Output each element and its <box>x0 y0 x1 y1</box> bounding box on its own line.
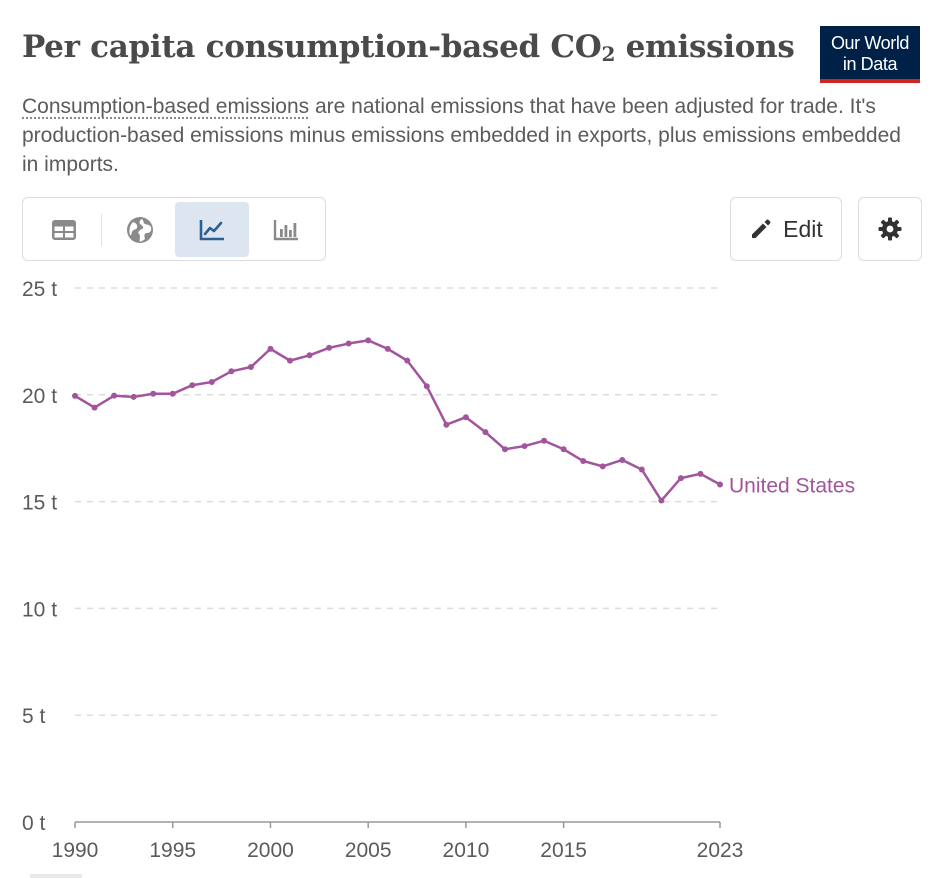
x-tick-label: 2005 <box>345 839 392 862</box>
data-point <box>267 345 274 352</box>
data-point <box>697 470 704 477</box>
logo-line-2: in Data <box>842 54 898 74</box>
data-point <box>208 378 215 385</box>
data-point <box>619 456 626 463</box>
data-point <box>443 421 450 428</box>
y-tick-label: 15 t <box>22 492 57 515</box>
x-tick-label: 2010 <box>443 839 490 862</box>
settings-button[interactable] <box>858 197 922 261</box>
data-point <box>384 345 391 352</box>
footer-divider <box>30 874 82 878</box>
data-point <box>404 357 411 364</box>
data-point <box>423 383 430 390</box>
data-point <box>247 364 254 371</box>
data-point <box>580 458 587 465</box>
edit-button-label: Edit <box>783 215 823 242</box>
data-point <box>677 475 684 482</box>
data-point <box>482 429 489 436</box>
data-point <box>189 382 196 389</box>
line-chart-icon <box>199 219 224 240</box>
data-point <box>599 463 606 470</box>
data-point <box>150 390 157 397</box>
data-point <box>326 344 333 351</box>
data-point <box>521 443 528 450</box>
logo-line-1: Our World <box>830 33 910 53</box>
x-tick-label: 2015 <box>540 839 587 862</box>
y-axis-tick-labels: 0 t 5 t 10 t 15 t 20 t 25 t <box>22 278 57 835</box>
title-end: emissions <box>615 29 795 65</box>
data-point <box>638 466 645 473</box>
data-point <box>560 446 567 453</box>
subtitle-text: are national emissions that have been ad… <box>22 95 901 176</box>
data-point <box>72 392 78 399</box>
data-point <box>717 481 723 488</box>
title-main: Per capita consumption-based CO <box>22 29 602 65</box>
data-point <box>228 368 235 375</box>
data-point <box>130 393 137 400</box>
x-axis: 1990 1995 2000 2005 2010 2015 2023 <box>52 821 744 862</box>
y-tick-label: 5 t <box>22 705 46 728</box>
y-tick-label: 20 t <box>22 385 57 408</box>
title-subscript: 2 <box>601 42 616 66</box>
data-point <box>462 414 469 421</box>
x-tick-label: 2000 <box>247 839 294 862</box>
gridlines <box>75 287 720 716</box>
tab-separator <box>101 214 102 246</box>
tab-map[interactable] <box>103 202 177 257</box>
x-tick-label: 1995 <box>149 839 196 862</box>
series-layer: United States <box>72 337 855 504</box>
subtitle-definition-link[interactable]: Consumption-based emissions <box>22 95 310 118</box>
y-tick-label: 10 t <box>22 598 57 621</box>
line-chart: 0 t 5 t 10 t 15 t 20 t 25 t 1990 1995 2000 2005 2… <box>22 278 855 862</box>
gear-icon <box>878 217 902 241</box>
tab-table[interactable] <box>27 202 101 257</box>
table-icon <box>52 219 76 240</box>
data-point <box>111 392 118 399</box>
tab-bar-chart[interactable] <box>249 202 323 257</box>
bar-chart-icon <box>273 219 298 240</box>
data-point <box>502 446 508 453</box>
x-tick-label: 2023 <box>697 839 744 862</box>
data-point <box>169 390 176 397</box>
data-point <box>541 437 548 444</box>
globe-icon <box>127 216 153 243</box>
view-tabs <box>22 197 326 261</box>
chart-subtitle: Consumption-based emissions are national… <box>22 92 902 179</box>
y-tick-label: 0 t <box>22 812 46 835</box>
series-label: United States <box>729 475 855 498</box>
data-point <box>658 497 665 504</box>
logo-accent-bar <box>820 79 920 83</box>
owid-logo[interactable]: Our World in Data <box>820 26 920 83</box>
data-point <box>345 340 352 347</box>
chart-title: Per capita consumption-based CO2 emissio… <box>22 26 802 75</box>
tab-line-chart[interactable] <box>175 202 249 257</box>
y-tick-label: 25 t <box>22 278 57 301</box>
edit-button[interactable]: Edit <box>730 197 842 261</box>
series-line <box>74 339 721 502</box>
data-point <box>287 357 293 364</box>
data-point <box>306 352 313 359</box>
x-tick-label: 1990 <box>52 839 99 862</box>
pencil-icon <box>752 219 771 238</box>
data-point <box>365 337 372 344</box>
data-point <box>91 404 98 411</box>
